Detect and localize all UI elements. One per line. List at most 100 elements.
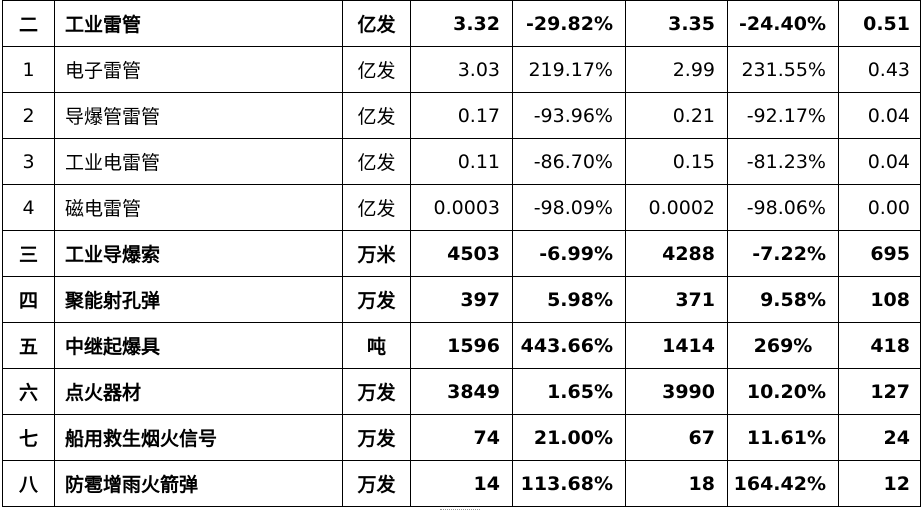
product-name-cell: 工业导爆索	[54, 230, 343, 277]
growth-2-cell: -81.23%	[727, 138, 839, 185]
value-2-cell: 1414	[625, 322, 728, 369]
row-index-cell: 五	[2, 322, 55, 369]
value-1-cell: 14	[410, 460, 513, 507]
value-3-cell: 0.43	[838, 46, 921, 93]
value-3-cell: 127	[838, 368, 921, 415]
growth-2-cell: -24.40%	[727, 0, 839, 47]
value-3-cell: 0.04	[838, 138, 921, 185]
value-3-cell: 418	[838, 322, 921, 369]
value-1-cell: 3.03	[410, 46, 513, 93]
unit-cell: 亿发	[342, 184, 411, 231]
unit-cell: 万发	[342, 368, 411, 415]
row-index-cell: 三	[2, 230, 55, 277]
row-index-cell: 四	[2, 276, 55, 323]
value-2-cell: 0.0002	[625, 184, 728, 231]
unit-cell: 万发	[342, 276, 411, 323]
table-row: 三工业导爆索 万米 4503 -6.99% 4288 -7.22% 695	[2, 230, 921, 277]
product-name-cell: 导爆管雷管	[54, 92, 343, 139]
product-name-cell: 工业雷管	[54, 0, 343, 47]
value-3-cell: 0.04	[838, 92, 921, 139]
unit-cell: 亿发	[342, 138, 411, 185]
growth-1-cell: 443.66%	[512, 322, 626, 369]
value-1-cell: 4503	[410, 230, 513, 277]
growth-2-cell: 269%	[727, 322, 839, 369]
value-2-cell: 371	[625, 276, 728, 323]
value-3-cell: 695	[838, 230, 921, 277]
value-1-cell: 74	[410, 414, 513, 461]
growth-2-cell: 10.20%	[727, 368, 839, 415]
growth-2-cell: -92.17%	[727, 92, 839, 139]
product-name-cell: 点火器材	[54, 368, 343, 415]
row-index-cell: 七	[2, 414, 55, 461]
value-2-cell: 2.99	[625, 46, 728, 93]
table-row: 1 电子雷管 亿发 3.03 219.17% 2.99 231.55% 0.43	[2, 46, 921, 93]
growth-1-cell: -86.70%	[512, 138, 626, 185]
value-3-cell: 12	[838, 460, 921, 507]
row-index-cell: 六	[2, 368, 55, 415]
value-3-cell: 108	[838, 276, 921, 323]
growth-2-cell: 9.58%	[727, 276, 839, 323]
product-name-cell: 工业电雷管	[54, 138, 343, 185]
value-1-cell: 0.17	[410, 92, 513, 139]
value-1-cell: 1596	[410, 322, 513, 369]
table-row: 3 工业电雷管 亿发 0.11 -86.70% 0.15 -81.23% 0.04	[2, 138, 921, 185]
growth-2-cell: 11.61%	[727, 414, 839, 461]
row-index-cell: 二	[2, 0, 55, 47]
value-2-cell: 0.21	[625, 92, 728, 139]
table-row: 五中继起爆具吨 1596 443.66% 1414 269% 418	[2, 322, 921, 369]
product-name-cell: 磁电雷管	[54, 184, 343, 231]
table-row: 八防雹增雨火箭弹 万发 14 113.68% 18 164.42% 12	[2, 460, 921, 507]
growth-1-cell: -93.96%	[512, 92, 626, 139]
table-row: 4 磁电雷管 亿发 0.0003 -98.09% 0.0002 -98.06% 0.00	[2, 184, 921, 231]
value-2-cell: 0.15	[625, 138, 728, 185]
growth-1-cell: 113.68%	[512, 460, 626, 507]
product-name-cell: 电子雷管	[54, 46, 343, 93]
value-3-cell: 0.00	[838, 184, 921, 231]
product-name-cell: 防雹增雨火箭弹	[54, 460, 343, 507]
table-continuation-mark	[440, 509, 480, 512]
value-1-cell: 3849	[410, 368, 513, 415]
table-row: 六点火器材 万发 3849 1.65% 3990 10.20% 127	[2, 368, 921, 415]
value-1-cell: 3.32	[410, 0, 513, 47]
value-3-cell: 0.51	[838, 0, 921, 47]
value-2-cell: 3.35	[625, 0, 728, 47]
growth-1-cell: -29.82%	[512, 0, 626, 47]
value-2-cell: 18	[625, 460, 728, 507]
product-name-cell: 聚能射孔弹	[54, 276, 343, 323]
growth-2-cell: -7.22%	[727, 230, 839, 277]
table-row: 七船用救生烟火信号 万发 74 21.00% 67 11.61% 24	[2, 414, 921, 461]
row-index-cell: 3	[2, 138, 55, 185]
table-row: 四聚能射孔弹 万发 397 5.98% 371 9.58% 108	[2, 276, 921, 323]
growth-2-cell: 164.42%	[727, 460, 839, 507]
value-1-cell: 397	[410, 276, 513, 323]
value-2-cell: 4288	[625, 230, 728, 277]
unit-cell: 万发	[342, 460, 411, 507]
unit-cell: 亿发	[342, 46, 411, 93]
growth-1-cell: 5.98%	[512, 276, 626, 323]
growth-1-cell: -6.99%	[512, 230, 626, 277]
unit-cell: 吨	[342, 322, 411, 369]
value-1-cell: 0.11	[410, 138, 513, 185]
unit-cell: 亿发	[342, 92, 411, 139]
value-2-cell: 67	[625, 414, 728, 461]
row-index-cell: 八	[2, 460, 55, 507]
growth-1-cell: -98.09%	[512, 184, 626, 231]
row-index-cell: 2	[2, 92, 55, 139]
table-row: 2 导爆管雷管 亿发 0.17 -93.96% 0.21 -92.17% 0.04	[2, 92, 921, 139]
product-name-cell: 船用救生烟火信号	[54, 414, 343, 461]
growth-1-cell: 1.65%	[512, 368, 626, 415]
unit-cell: 万发	[342, 414, 411, 461]
product-name-cell: 中继起爆具	[54, 322, 343, 369]
table-row: 二工业雷管 亿发 3.32 -29.82% 3.35 -24.40% 0.51	[2, 0, 921, 47]
row-index-cell: 4	[2, 184, 55, 231]
unit-cell: 亿发	[342, 0, 411, 47]
growth-2-cell: 231.55%	[727, 46, 839, 93]
growth-1-cell: 21.00%	[512, 414, 626, 461]
growth-1-cell: 219.17%	[512, 46, 626, 93]
value-1-cell: 0.0003	[410, 184, 513, 231]
unit-cell: 万米	[342, 230, 411, 277]
growth-2-cell: -98.06%	[727, 184, 839, 231]
value-2-cell: 3990	[625, 368, 728, 415]
